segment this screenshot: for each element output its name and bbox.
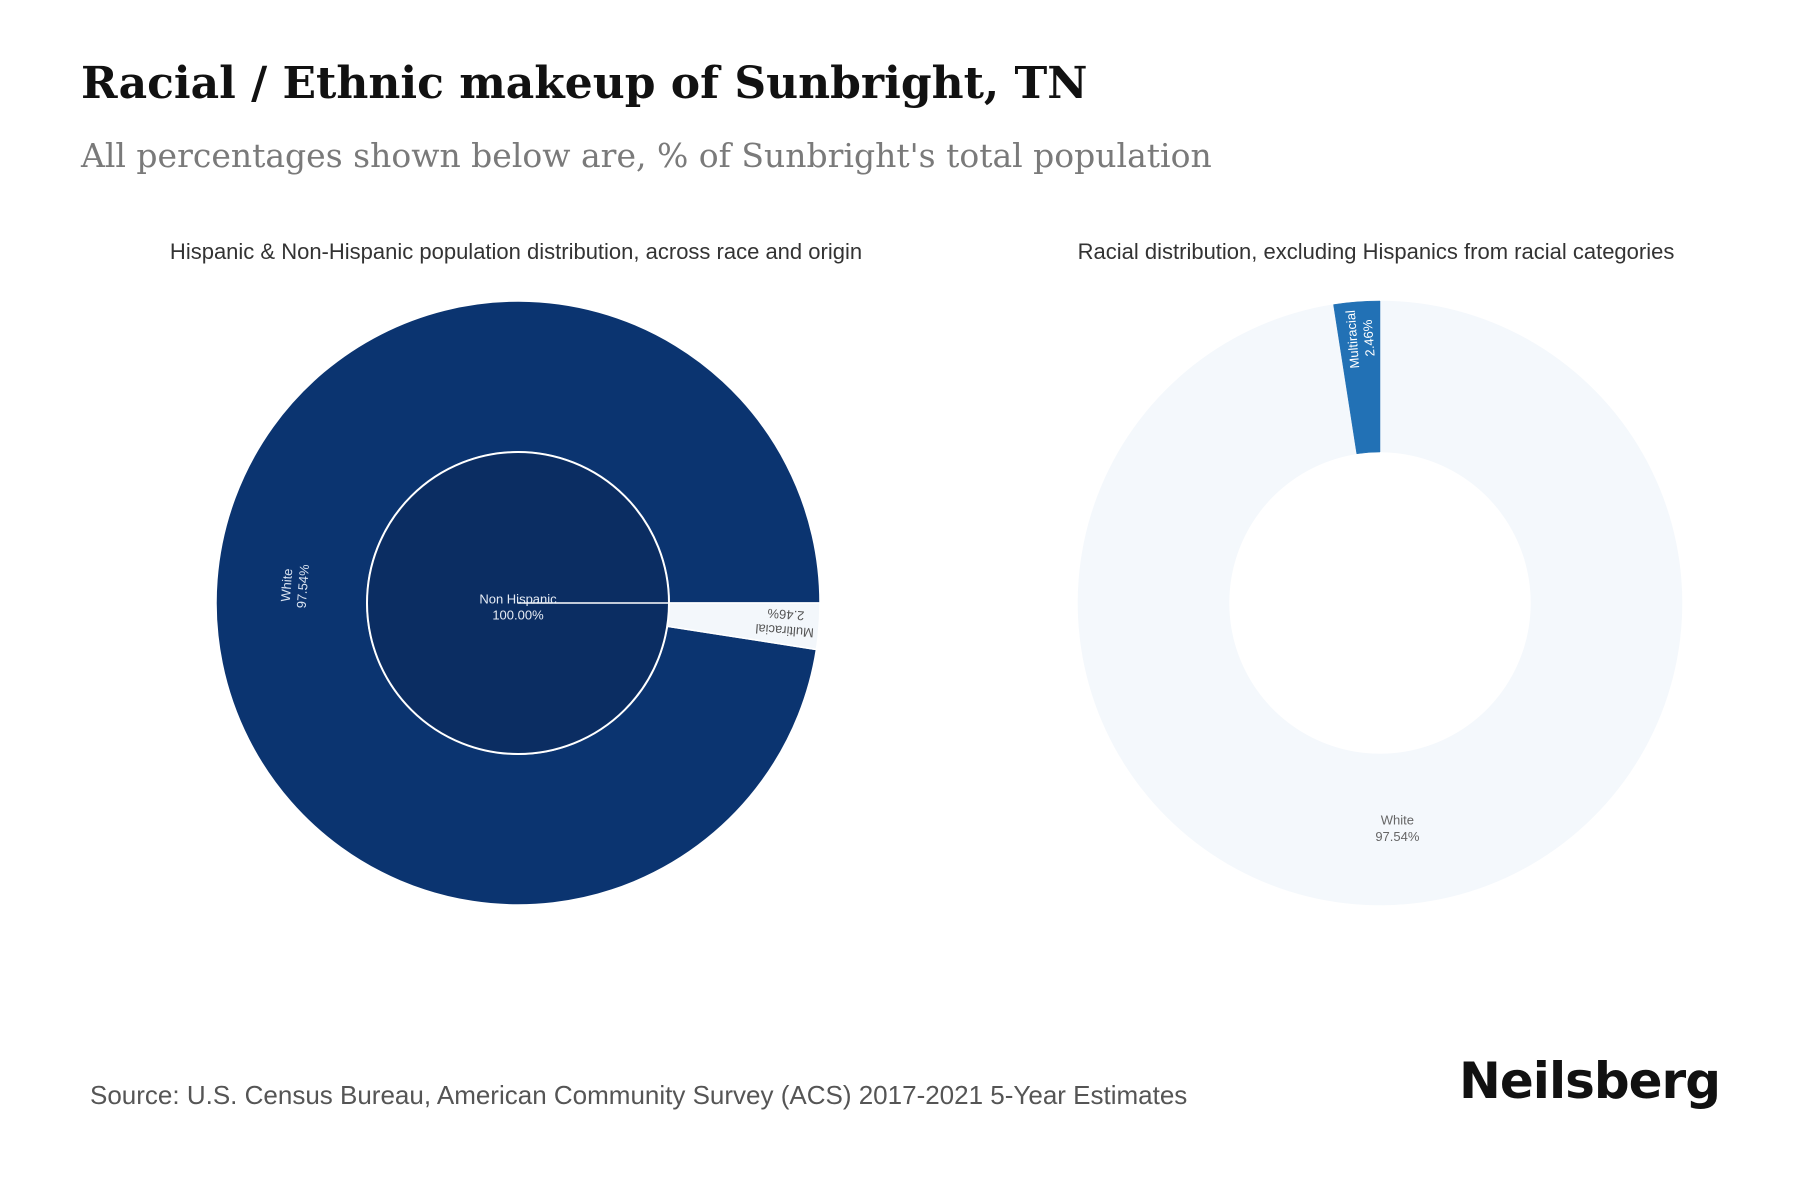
- inner-label-non-hispanic-value: 100.00%: [492, 608, 544, 623]
- donut-label-multiracial-name: Multiracial: [1343, 309, 1362, 369]
- donut-label-multiracial: Multiracial2.46%: [1343, 308, 1379, 369]
- outer-label-white-name: White: [278, 568, 296, 602]
- outer-label-white-value: 97.54%: [294, 563, 312, 609]
- donut-label-white: White 97.54%: [1375, 813, 1420, 844]
- donut-label-multiracial-value: 2.46%: [1360, 319, 1378, 357]
- donut-slice-multiracial: [1333, 300, 1381, 455]
- left-chart-title: Hispanic & Non-Hispanic population distr…: [169, 239, 863, 264]
- neilsberg-logo: Neilsberg: [1459, 1052, 1721, 1110]
- donut-slice-white: [1077, 300, 1683, 906]
- left-sunburst-chart: Non Hispanic 100.00% White97.54% Multiracia…: [215, 300, 821, 906]
- donut-label-white-name: White: [1381, 813, 1414, 828]
- inner-label-non-hispanic: Non Hispanic 100.00%: [479, 591, 557, 622]
- outer-label-white: White97.54%: [277, 562, 312, 609]
- donut-label-white-value: 97.54%: [1375, 829, 1420, 844]
- right-chart-title: Racial distribution, excluding Hispanics…: [1077, 239, 1675, 264]
- outer-label-multiracial-name: Multiracial: [755, 621, 815, 640]
- page-subtitle: All percentages shown below are, % of Su…: [81, 136, 1212, 175]
- source-note: Source: U.S. Census Bureau, American Com…: [90, 1080, 1188, 1110]
- outer-label-multiracial-value: 2.46%: [767, 606, 805, 624]
- inner-label-non-hispanic-name: Non Hispanic: [479, 591, 557, 606]
- outer-label-multiracial: Multiracial2.46%: [755, 605, 816, 641]
- right-donut-chart: White 97.54% Multiracial2.46%: [1077, 300, 1683, 906]
- page-title: Racial / Ethnic makeup of Sunbright, TN: [81, 58, 1088, 109]
